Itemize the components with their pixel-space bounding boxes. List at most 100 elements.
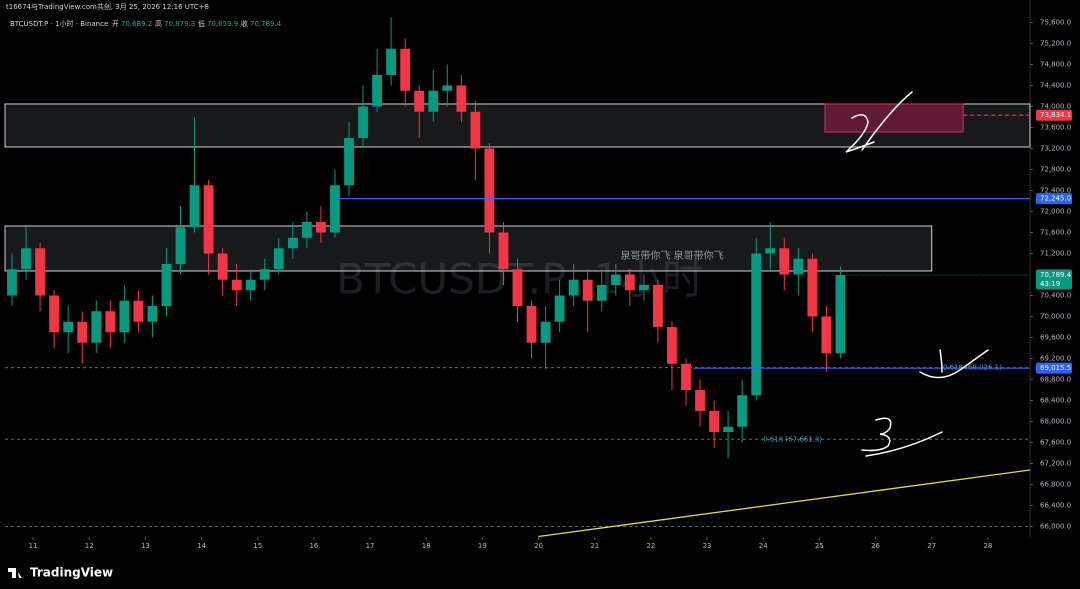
x-tick-label: 11 [29,542,38,550]
candle-body [554,295,565,322]
candle-body [189,185,200,228]
y-tick-label: 68,000.0 [1040,418,1071,426]
candle-body [245,279,256,291]
x-tick-label: 15 [253,542,262,550]
candle-body [624,274,635,291]
candle-body [442,85,453,91]
candle-body [161,264,172,306]
candle-body [91,311,102,343]
x-tick-label: 16 [309,542,318,550]
y-tick-label: 68,400.0 [1040,397,1071,405]
y-tick-label: 71,600.0 [1040,229,1071,237]
candle-body [287,237,298,249]
candle-body [456,85,467,112]
candle-body [779,248,790,275]
y-tick-label: 75,200.0 [1040,40,1071,48]
x-tick-label: 20 [534,542,543,550]
candle-body [709,411,719,432]
y-tick-label: 69,600.0 [1040,334,1071,342]
candle-body [147,306,158,322]
ohlc-legend: 开 70,689.2 高 70,879.3 低 70,659.9 收 70,789.4 [112,19,282,28]
candle-body [273,248,284,270]
candle-body [133,300,144,322]
legend-value: 70,789.4 [250,20,282,28]
mark-check [861,91,913,151]
price-label: 70,789.4 [1040,271,1072,279]
mark-1 [919,349,989,379]
y-tick-label: 66,400.0 [1040,502,1071,510]
zone [4,103,1031,148]
x-tick-label: 22 [646,542,655,550]
candle-body [372,75,383,107]
price-label: 72,245.0 [1040,195,1071,203]
x-tick-label: 25 [815,542,824,550]
candle-body [217,253,228,280]
y-tick-label: 75,600.0 [1040,19,1071,27]
x-tick-label: 17 [366,542,375,550]
x-tick-label: 24 [759,542,768,550]
brand-name: TradingView [30,566,113,580]
y-tick-label: 74,000.0 [1040,103,1071,111]
y-tick-label: 71,200.0 [1040,250,1071,258]
candle-body [835,275,846,354]
price-label-bg [1036,269,1072,290]
candle-body [667,327,677,364]
plot: 66,000.0 66,400.0 66,800.0 67,200.0 67,600.0… [4,17,1072,550]
candle-body [7,269,17,296]
candle-body [344,138,354,186]
legend-value: 70,689.2 [121,20,152,28]
price-label-bg [1036,109,1072,121]
candle-body [765,248,776,254]
candle-body [540,321,551,343]
candle-body [105,311,116,333]
y-tick-label: 72,800.0 [1040,166,1071,174]
candle-body [484,148,495,233]
candle-body [400,48,411,91]
candle-body [638,285,649,291]
trend-line [538,469,1031,538]
x-tick-label: 19 [478,542,487,550]
mark-3 [861,417,943,457]
y-tick-label: 68,800.0 [1040,376,1071,384]
candle-body [821,316,832,354]
candle-body [259,269,270,280]
y-tick-label: 72,000.0 [1040,208,1071,216]
brand-logo [8,568,22,578]
legend-key: 收 [241,19,248,28]
candle-body [582,279,593,301]
y-tick-label: 66,800.0 [1040,481,1071,489]
candle-body [63,321,74,333]
fib-label: 0.618 (67,661.3) [763,435,822,443]
candle-body [386,48,397,75]
candle-body [737,395,748,427]
candle-body [231,279,242,291]
x-tick-label: 14 [197,542,206,550]
legend-value: 70,659.9 [207,20,238,28]
candle-body [21,248,31,270]
legend-value: 70,879.3 [164,20,195,28]
x-tick-label: 12 [85,542,94,550]
legend-key: 开 [112,20,119,28]
candle-body [301,222,312,238]
price-label-bg [1036,193,1072,205]
y-tick-label: 70,000.0 [1040,313,1071,321]
y-tick-label: 73,600.0 [1040,124,1071,132]
legend-key: 高 [155,19,162,28]
attribution: t16674与TradingView.com共创, 3月 25, 2026 12… [6,2,209,11]
x-tick-label: 23 [703,542,712,550]
handwriting [845,91,989,457]
candle-body [723,426,734,432]
candle-body [77,321,88,343]
legend-key: 低 [198,19,205,28]
candle-body [119,300,130,333]
candle-body [470,111,481,149]
zone-text: 泉哥带你飞 泉哥带你飞 [620,249,723,262]
price-label: 69,015.5 [1040,364,1071,372]
mark-2 [845,114,875,153]
candle-body [610,274,621,285]
y-tick-label: 72,400.0 [1040,187,1071,195]
y-tick-label: 70,400.0 [1040,292,1071,300]
x-tick-label: 26 [871,542,880,550]
